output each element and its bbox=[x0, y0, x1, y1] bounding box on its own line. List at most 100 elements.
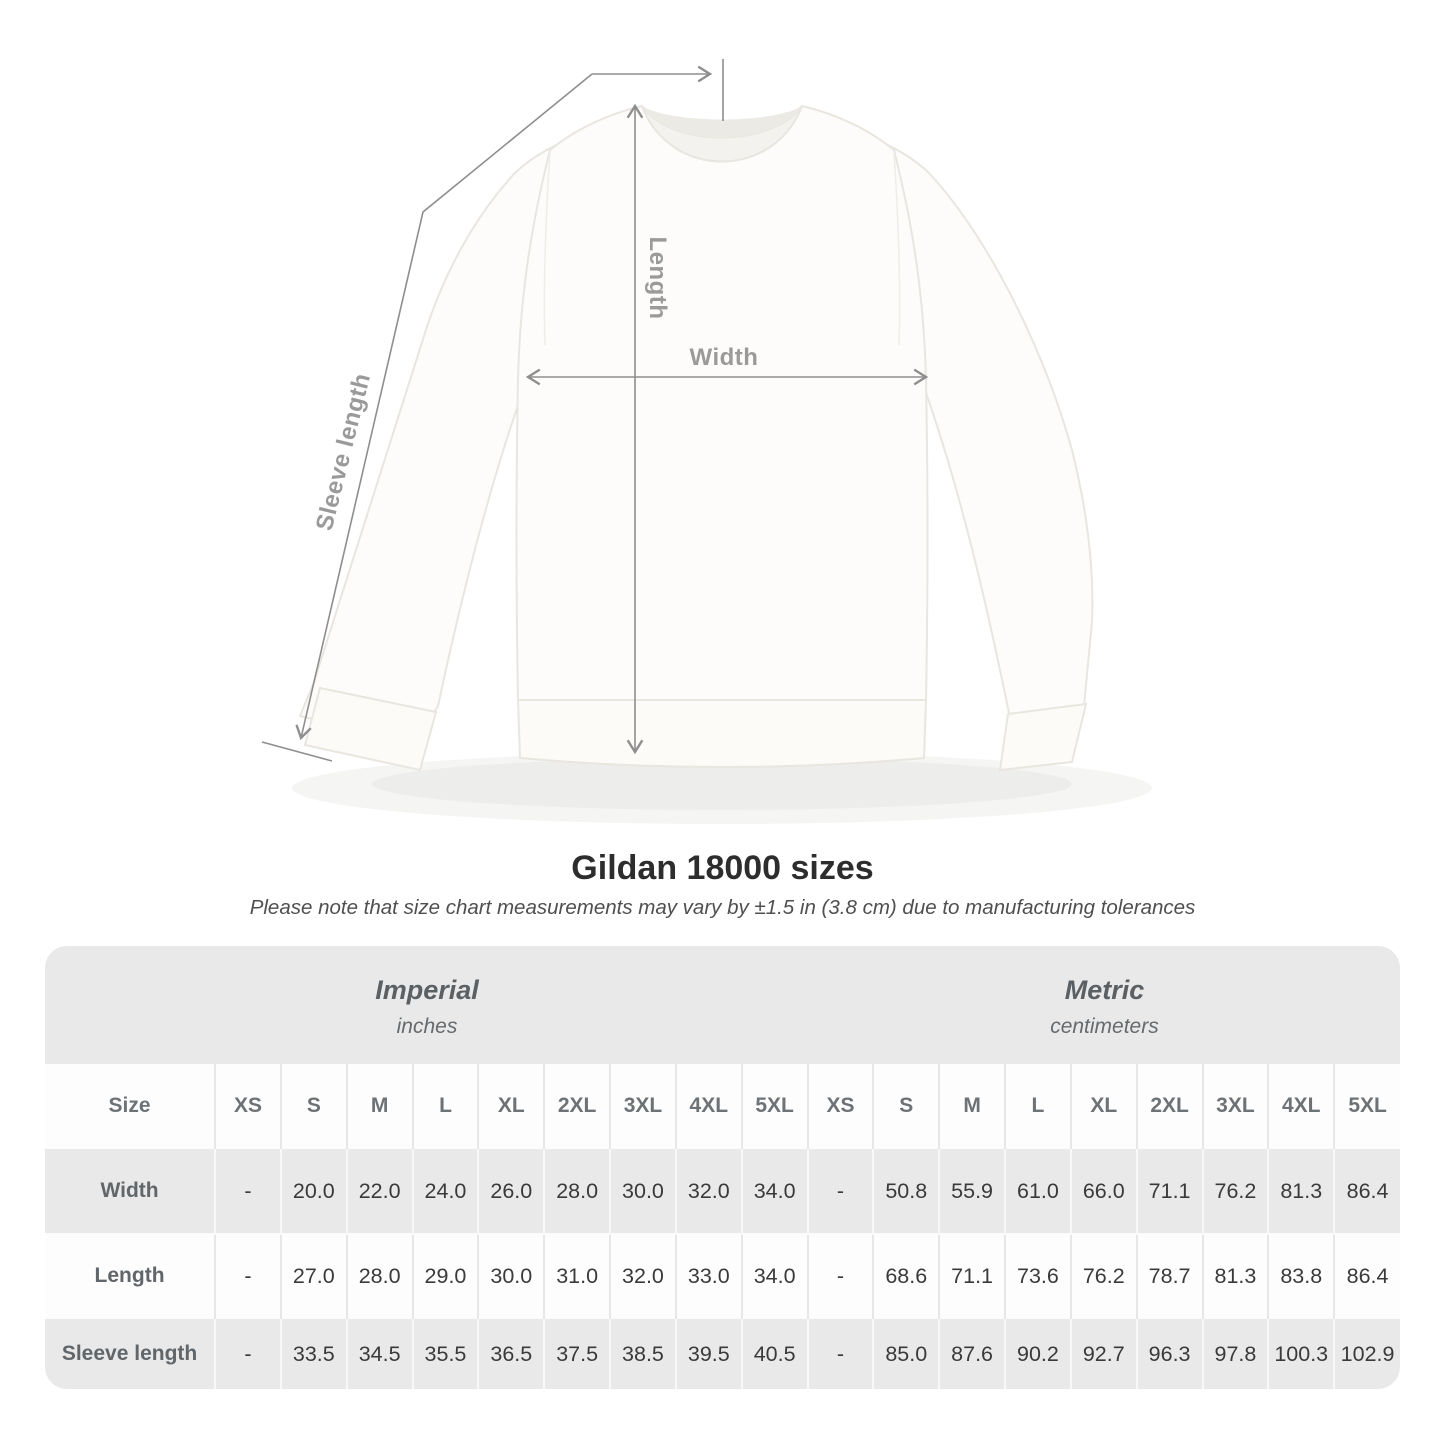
size-table: Imperial inches Metric centimeters Size X… bbox=[45, 946, 1400, 1389]
size-header-5xl: 5XL bbox=[1333, 1064, 1400, 1148]
metric-value: 97.8 bbox=[1201, 1318, 1269, 1389]
page-title: Gildan 18000 sizes bbox=[571, 849, 874, 887]
imperial-value: 39.5 bbox=[674, 1318, 742, 1389]
imperial-value: 29.0 bbox=[411, 1234, 479, 1318]
waistband bbox=[516, 699, 928, 768]
size-header-4xl: 4XL bbox=[1267, 1064, 1335, 1148]
shadow-inner bbox=[372, 758, 1072, 810]
size-header-xs: XS bbox=[806, 1064, 874, 1148]
measurement-row: Sleeve length -33.5 34.5 35.5 36.5 37.5 38.5 39… bbox=[45, 1318, 1400, 1389]
sweatshirt bbox=[298, 104, 1094, 772]
imperial-value: 32.0 bbox=[674, 1148, 742, 1234]
metric-value: 73.6 bbox=[1004, 1234, 1071, 1318]
metric-value: 85.0 bbox=[872, 1318, 940, 1389]
length-measure-label: Length bbox=[644, 236, 671, 320]
imperial-value: 33.0 bbox=[674, 1234, 742, 1318]
size-header-xl: XL bbox=[477, 1064, 545, 1148]
size-header-l: L bbox=[1004, 1064, 1071, 1148]
imperial-value: 28.0 bbox=[543, 1148, 611, 1234]
imperial-value: 33.5 bbox=[279, 1318, 347, 1389]
imperial-value: 40.5 bbox=[740, 1318, 808, 1389]
row-label: Length bbox=[94, 1264, 165, 1287]
size-header-row: Size XS S M L XL 2XL 3XL 4XL 5XL XS S M L XL 2XL 3XL 4XL 5… bbox=[45, 1064, 1400, 1148]
measurement-lines bbox=[261, 59, 929, 762]
imperial-value: 24.0 bbox=[411, 1148, 479, 1234]
unit-header-band: Imperial inches Metric centimeters bbox=[45, 946, 1400, 1064]
imperial-value: 34.0 bbox=[740, 1234, 808, 1318]
sleeve-length-line bbox=[295, 73, 593, 741]
imperial-value: - bbox=[214, 1318, 281, 1389]
imperial-value: 26.0 bbox=[477, 1148, 545, 1234]
size-diagram: Length Width Sleeve length bbox=[261, 59, 1152, 824]
imperial-value: 22.0 bbox=[345, 1148, 413, 1234]
size-header-l: L bbox=[411, 1064, 479, 1148]
imperial-value: 34.5 bbox=[345, 1318, 413, 1389]
sweatshirt-illustration bbox=[261, 59, 1152, 824]
size-header-5xl: 5XL bbox=[740, 1064, 808, 1148]
imperial-header: Imperial inches bbox=[45, 946, 809, 1064]
metric-value: 102.9 bbox=[1333, 1318, 1400, 1389]
size-header-xl: XL bbox=[1069, 1064, 1137, 1148]
size-header-s: S bbox=[279, 1064, 347, 1148]
width-measure-label: Width bbox=[689, 344, 759, 371]
measurements-table: Size XS S M L XL 2XL 3XL 4XL 5XL XS S M L XL 2XL 3XL 4XL 5… bbox=[45, 1064, 1400, 1389]
collar-inside bbox=[642, 106, 802, 138]
body bbox=[515, 104, 929, 703]
metric-value: 87.6 bbox=[938, 1318, 1006, 1389]
imperial-value: 30.0 bbox=[477, 1234, 545, 1318]
imperial-title: Imperial bbox=[375, 975, 479, 1005]
imperial-value: 28.0 bbox=[345, 1234, 413, 1318]
size-header-row: Size XS S M L XL 2XL 3XL 4XL 5XL XS S M L XL 2XL 3XL 4XL 5… bbox=[45, 1064, 1400, 1148]
imperial-value: 27.0 bbox=[279, 1234, 347, 1318]
imperial-value: - bbox=[214, 1234, 281, 1318]
metric-value: 68.6 bbox=[872, 1234, 940, 1318]
metric-value: 81.3 bbox=[1267, 1148, 1335, 1234]
metric-value: 100.3 bbox=[1267, 1318, 1335, 1389]
size-header-xs: XS bbox=[214, 1064, 281, 1148]
measurement-row: Width -20.0 22.0 24.0 26.0 28.0 30.0 32.0 34.0-5… bbox=[45, 1148, 1400, 1234]
imperial-value: 36.5 bbox=[477, 1318, 545, 1389]
metric-value: - bbox=[806, 1148, 874, 1234]
metric-value: 50.8 bbox=[872, 1148, 940, 1234]
metric-value: - bbox=[806, 1318, 874, 1389]
metric-value: 90.2 bbox=[1004, 1318, 1071, 1389]
metric-value: 96.3 bbox=[1135, 1318, 1203, 1389]
row-label: Width bbox=[100, 1179, 159, 1202]
metric-value: 83.8 bbox=[1267, 1234, 1335, 1318]
metric-value: 76.2 bbox=[1201, 1148, 1269, 1234]
metric-value: 76.2 bbox=[1069, 1234, 1137, 1318]
metric-value: 86.4 bbox=[1333, 1234, 1400, 1318]
row-label: Sleeve length bbox=[61, 1342, 198, 1365]
imperial-value: - bbox=[214, 1148, 281, 1234]
imperial-value: 37.5 bbox=[543, 1318, 611, 1389]
imperial-value: 38.5 bbox=[609, 1318, 676, 1389]
imperial-subtitle: inches bbox=[396, 1015, 458, 1038]
size-header-3xl: 3XL bbox=[609, 1064, 676, 1148]
metric-value: 71.1 bbox=[1135, 1148, 1203, 1234]
imperial-value: 35.5 bbox=[411, 1318, 479, 1389]
metric-subtitle: centimeters bbox=[1050, 1015, 1159, 1038]
cuff-end-tick bbox=[261, 741, 333, 762]
metric-value: 86.4 bbox=[1333, 1148, 1400, 1234]
imperial-value: 20.0 bbox=[279, 1148, 347, 1234]
size-header-3xl: 3XL bbox=[1201, 1064, 1269, 1148]
metric-value: 61.0 bbox=[1004, 1148, 1071, 1234]
tolerance-note: Please note that size chart measurements… bbox=[249, 896, 1196, 919]
size-header-4xl: 4XL bbox=[674, 1064, 742, 1148]
size-header-m: M bbox=[938, 1064, 1006, 1148]
size-header-m: M bbox=[345, 1064, 413, 1148]
metric-value: 78.7 bbox=[1135, 1234, 1203, 1318]
imperial-value: 34.0 bbox=[740, 1148, 808, 1234]
seams bbox=[543, 151, 901, 346]
metric-value: 71.1 bbox=[938, 1234, 1006, 1318]
size-header-2xl: 2XL bbox=[543, 1064, 611, 1148]
size-column-header: Size bbox=[108, 1093, 151, 1117]
metric-value: 66.0 bbox=[1069, 1148, 1137, 1234]
metric-value: 92.7 bbox=[1069, 1318, 1137, 1389]
metric-value: 55.9 bbox=[938, 1148, 1006, 1234]
imperial-value: 32.0 bbox=[609, 1234, 676, 1318]
size-header-2xl: 2XL bbox=[1135, 1064, 1203, 1148]
imperial-value: 31.0 bbox=[543, 1234, 611, 1318]
right-cuff bbox=[998, 702, 1088, 772]
metric-title: Metric bbox=[1064, 975, 1145, 1005]
